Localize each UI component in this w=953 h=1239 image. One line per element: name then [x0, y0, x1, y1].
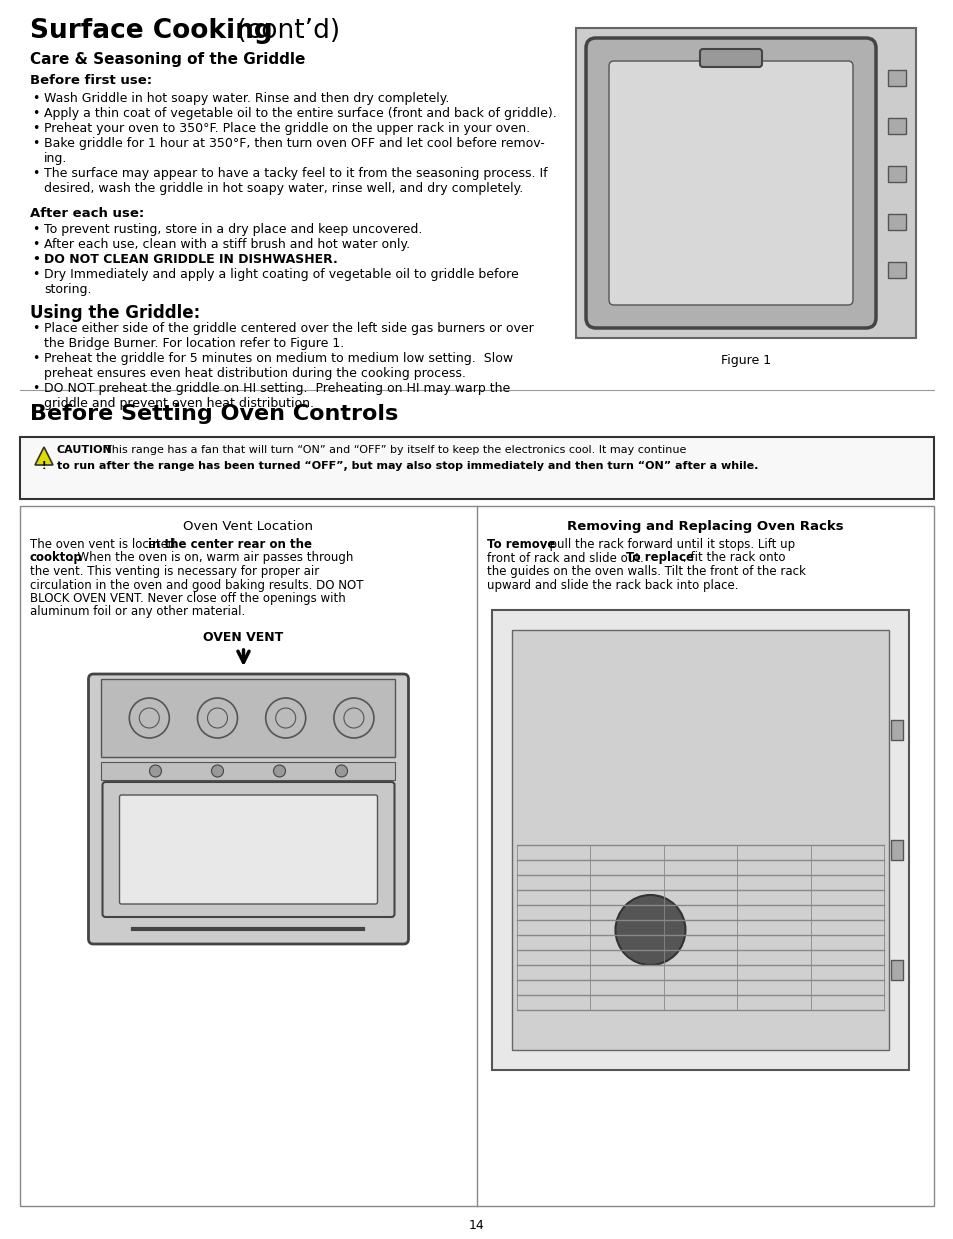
- Text: front of rack and slide out.: front of rack and slide out.: [486, 551, 647, 565]
- Bar: [890, 960, 902, 980]
- Text: •: •: [32, 223, 39, 235]
- Text: After each use:: After each use:: [30, 207, 144, 221]
- Text: Oven Vent Location: Oven Vent Location: [183, 520, 314, 533]
- Text: the guides on the oven walls. Tilt the front of the rack: the guides on the oven walls. Tilt the f…: [486, 565, 805, 579]
- FancyBboxPatch shape: [102, 782, 395, 917]
- Text: ing.: ing.: [44, 152, 68, 165]
- Text: To remove: To remove: [486, 538, 555, 551]
- Text: circulation in the oven and good baking results. DO NOT: circulation in the oven and good baking …: [30, 579, 363, 591]
- Bar: [20, 506, 933, 1206]
- Text: Before first use:: Before first use:: [30, 74, 152, 87]
- FancyBboxPatch shape: [119, 795, 377, 904]
- Bar: [887, 69, 905, 85]
- Text: This range has a fan that will turn “ON” and “OFF” by itself to keep the electro: This range has a fan that will turn “ON”…: [105, 445, 685, 455]
- Text: aluminum foil or any other material.: aluminum foil or any other material.: [30, 606, 245, 618]
- Text: Wash Griddle in hot soapy water. Rinse and then dry completely.: Wash Griddle in hot soapy water. Rinse a…: [44, 92, 449, 105]
- Text: , pull the rack forward until it stops. Lift up: , pull the rack forward until it stops. …: [541, 538, 794, 551]
- Bar: [890, 840, 902, 860]
- Text: (cont’d): (cont’d): [228, 19, 340, 45]
- Text: OVEN VENT: OVEN VENT: [203, 631, 283, 644]
- Text: DO NOT preheat the griddle on HI setting.  Preheating on HI may warp the: DO NOT preheat the griddle on HI setting…: [44, 382, 510, 395]
- Circle shape: [150, 764, 161, 777]
- Text: cooktop: cooktop: [30, 551, 83, 565]
- FancyBboxPatch shape: [492, 610, 908, 1070]
- Text: BLOCK OVEN VENT. Never close off the openings with: BLOCK OVEN VENT. Never close off the ope…: [30, 592, 345, 605]
- Text: •: •: [32, 322, 39, 335]
- Bar: [887, 261, 905, 278]
- Bar: [887, 118, 905, 134]
- Text: , fit the rack onto: , fit the rack onto: [682, 551, 784, 565]
- Text: the Bridge Burner. For location refer to Figure 1.: the Bridge Burner. For location refer to…: [44, 337, 344, 349]
- Text: Preheat the griddle for 5 minutes on medium to medium low setting.  Slow: Preheat the griddle for 5 minutes on med…: [44, 352, 513, 366]
- FancyBboxPatch shape: [608, 61, 852, 305]
- Text: •: •: [32, 352, 39, 366]
- Text: Removing and Replacing Oven Racks: Removing and Replacing Oven Racks: [567, 520, 842, 533]
- Text: •: •: [32, 107, 39, 120]
- Bar: [576, 28, 915, 338]
- Bar: [20, 437, 933, 499]
- Text: griddle and prevent even heat distribution.: griddle and prevent even heat distributi…: [44, 396, 314, 410]
- Text: To prevent rusting, store in a dry place and keep uncovered.: To prevent rusting, store in a dry place…: [44, 223, 422, 235]
- Text: upward and slide the rack back into place.: upward and slide the rack back into plac…: [486, 579, 738, 591]
- Text: in the center rear on the: in the center rear on the: [148, 538, 312, 551]
- Text: the vent. This venting is necessary for proper air: the vent. This venting is necessary for …: [30, 565, 319, 579]
- Text: Before Setting Oven Controls: Before Setting Oven Controls: [30, 404, 397, 424]
- Text: •: •: [32, 92, 39, 105]
- Bar: [887, 214, 905, 230]
- Text: After each use, clean with a stiff brush and hot water only.: After each use, clean with a stiff brush…: [44, 238, 410, 252]
- Text: Bake griddle for 1 hour at 350°F, then turn oven OFF and let cool before remov-: Bake griddle for 1 hour at 350°F, then t…: [44, 138, 544, 150]
- Text: 14: 14: [469, 1219, 484, 1232]
- Circle shape: [335, 764, 347, 777]
- Text: •: •: [32, 382, 39, 395]
- Text: •: •: [32, 238, 39, 252]
- Text: desired, wash the griddle in hot soapy water, rinse well, and dry completely.: desired, wash the griddle in hot soapy w…: [44, 182, 522, 195]
- FancyBboxPatch shape: [89, 674, 408, 944]
- Polygon shape: [35, 447, 53, 465]
- Text: Dry Immediately and apply a light coating of vegetable oil to griddle before: Dry Immediately and apply a light coatin…: [44, 268, 518, 281]
- Text: Apply a thin coat of vegetable oil to the entire surface (front and back of grid: Apply a thin coat of vegetable oil to th…: [44, 107, 557, 120]
- Bar: [512, 629, 888, 1049]
- Text: CAUTION: CAUTION: [57, 445, 112, 455]
- Text: •: •: [32, 253, 40, 266]
- Text: to run after the range has been turned “OFF”, but may also stop immediately and : to run after the range has been turned “…: [57, 461, 758, 471]
- Bar: [101, 679, 395, 757]
- Text: The surface may appear to have a tacky feel to it from the seasoning process. If: The surface may appear to have a tacky f…: [44, 167, 547, 180]
- Bar: [890, 720, 902, 740]
- Text: Figure 1: Figure 1: [720, 354, 770, 367]
- Circle shape: [615, 895, 685, 965]
- Circle shape: [274, 764, 285, 777]
- Text: •: •: [32, 167, 39, 180]
- FancyBboxPatch shape: [700, 50, 761, 67]
- Circle shape: [212, 764, 223, 777]
- Bar: [887, 166, 905, 182]
- Text: DO NOT CLEAN GRIDDLE IN DISHWASHER.: DO NOT CLEAN GRIDDLE IN DISHWASHER.: [44, 253, 337, 266]
- Text: !: !: [42, 461, 46, 471]
- Text: Using the Griddle:: Using the Griddle:: [30, 304, 200, 322]
- Text: storing.: storing.: [44, 282, 91, 296]
- Text: •: •: [32, 268, 39, 281]
- FancyBboxPatch shape: [585, 38, 875, 328]
- Text: To replace: To replace: [625, 551, 693, 565]
- Bar: [101, 762, 395, 781]
- Text: preheat ensures even heat distribution during the cooking process.: preheat ensures even heat distribution d…: [44, 367, 465, 380]
- Text: Place either side of the griddle centered over the left side gas burners or over: Place either side of the griddle centere…: [44, 322, 533, 335]
- Text: The oven vent is located: The oven vent is located: [30, 538, 179, 551]
- Text: •: •: [32, 138, 39, 150]
- Text: Preheat your oven to 350°F. Place the griddle on the upper rack in your oven.: Preheat your oven to 350°F. Place the gr…: [44, 121, 530, 135]
- Text: •: •: [32, 121, 39, 135]
- Text: Care & Seasoning of the Griddle: Care & Seasoning of the Griddle: [30, 52, 305, 67]
- Text: . When the oven is on, warm air passes through: . When the oven is on, warm air passes t…: [70, 551, 353, 565]
- Text: Surface Cooking: Surface Cooking: [30, 19, 273, 45]
